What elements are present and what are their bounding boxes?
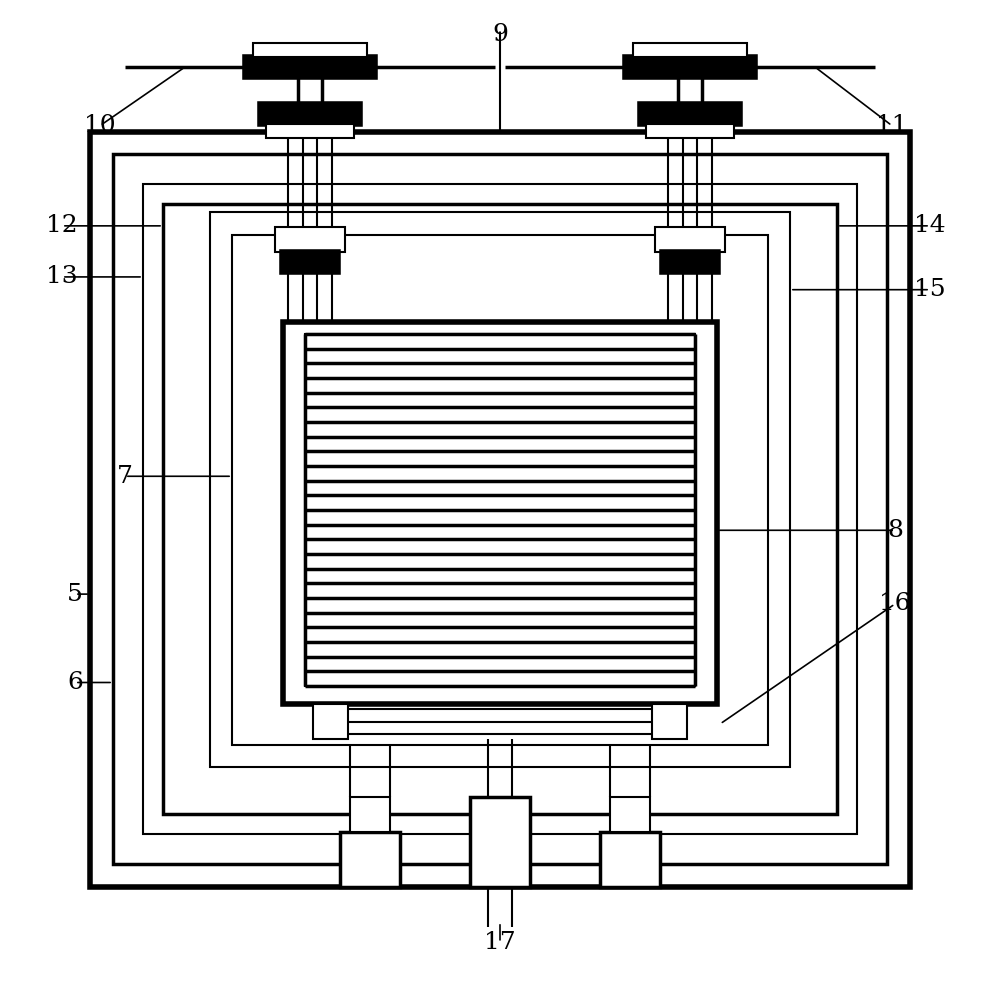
Text: 9: 9: [492, 23, 508, 46]
Bar: [266, 124, 354, 138]
Bar: [90, 132, 910, 887]
Text: 12: 12: [46, 214, 78, 238]
Bar: [143, 184, 857, 834]
Bar: [470, 797, 530, 887]
Bar: [260, 104, 360, 124]
Bar: [283, 322, 717, 704]
Bar: [610, 797, 650, 832]
Text: 13: 13: [46, 265, 78, 289]
Bar: [313, 704, 348, 739]
Text: 17: 17: [484, 931, 516, 955]
Bar: [625, 57, 755, 77]
Bar: [232, 235, 768, 745]
Text: 16: 16: [879, 592, 911, 616]
Text: 11: 11: [876, 114, 908, 137]
Text: 5: 5: [67, 582, 83, 606]
Text: 10: 10: [84, 114, 116, 137]
Bar: [210, 212, 790, 767]
Bar: [655, 227, 725, 252]
Bar: [600, 832, 660, 887]
Text: 6: 6: [67, 671, 83, 694]
Bar: [340, 832, 400, 887]
Bar: [275, 227, 345, 252]
Bar: [662, 252, 718, 272]
Bar: [253, 43, 367, 57]
Bar: [350, 797, 390, 832]
Bar: [113, 154, 887, 864]
Text: 8: 8: [887, 518, 903, 542]
Bar: [646, 124, 734, 138]
Text: 15: 15: [914, 278, 946, 301]
Bar: [282, 252, 338, 272]
Bar: [640, 104, 740, 124]
Text: 7: 7: [117, 464, 133, 488]
Bar: [633, 43, 747, 57]
Bar: [652, 704, 687, 739]
Text: 14: 14: [914, 214, 946, 238]
Bar: [245, 57, 375, 77]
Bar: [163, 204, 837, 814]
Bar: [305, 334, 695, 686]
